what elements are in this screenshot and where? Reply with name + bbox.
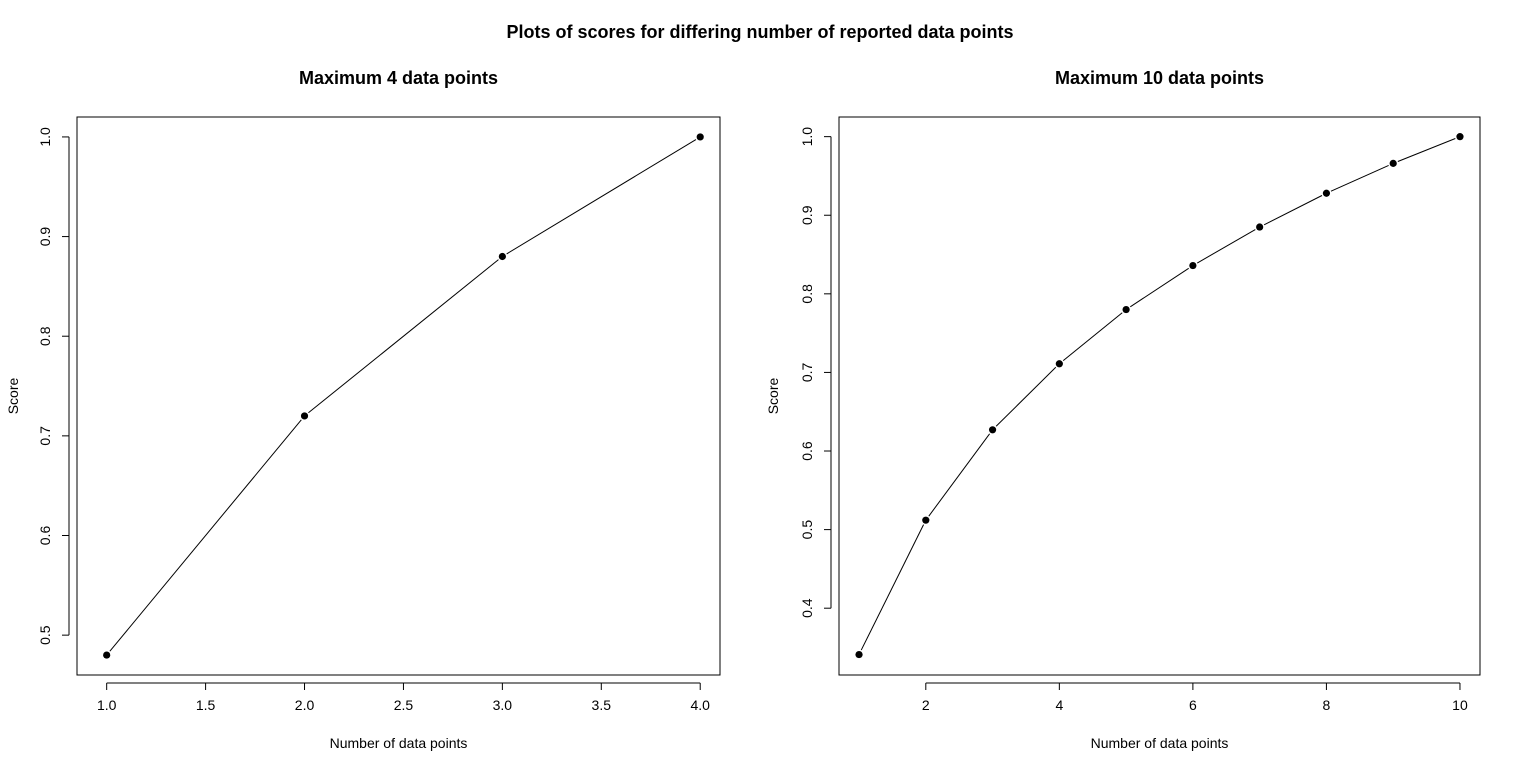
series-line-segment	[1330, 164, 1389, 192]
series-line-segment	[995, 366, 1057, 427]
series-line-segment	[506, 139, 697, 255]
series-line-segment	[1263, 195, 1323, 226]
series-line-segment	[308, 259, 499, 414]
panel-title: Maximum 10 data points	[1055, 68, 1264, 88]
chart-panel-max-4: Maximum 4 data points 1.0 1.5 2.0 2.5 3.0 3.5 4…	[5, 68, 721, 751]
plot-frame	[838, 116, 1481, 676]
y-tick-label: 0.8	[799, 284, 815, 304]
data-point	[1322, 189, 1331, 197]
data-point	[300, 412, 309, 420]
data-point	[1389, 159, 1397, 167]
x-tick-label: 4	[1055, 697, 1063, 713]
series-line-segment	[860, 524, 925, 651]
x-tick-label: 2	[922, 697, 930, 713]
data-point	[1189, 261, 1197, 270]
x-tick-label: 3.5	[592, 697, 612, 713]
x-tick-label: 4.0	[690, 697, 710, 713]
x-tick-label: 10	[1452, 697, 1468, 713]
data-point	[855, 650, 863, 659]
y-tick-label: 0.5	[37, 625, 53, 645]
series-line-segment	[1397, 138, 1456, 162]
y-tick-label: 0.6	[799, 441, 815, 461]
series-line-segment	[1062, 312, 1123, 362]
y-tick-label: 0.4	[799, 598, 815, 618]
data-point	[922, 516, 930, 524]
series-line-segment	[1196, 229, 1256, 264]
y-tick-label: 0.5	[799, 520, 815, 540]
x-tick-label: 3.0	[493, 697, 513, 713]
series-line-segment	[109, 419, 302, 652]
y-tick-label: 0.9	[799, 205, 815, 225]
x-tick-label: 1.0	[97, 697, 117, 713]
data-point	[1122, 305, 1130, 314]
y-axis-label: Score	[5, 378, 21, 415]
x-tick-label: 8	[1323, 697, 1331, 713]
y-tick-label: 1.0	[799, 127, 815, 147]
x-tick-label: 2.0	[295, 697, 315, 713]
data-point	[988, 426, 997, 434]
x-tick-label: 6	[1189, 697, 1197, 713]
x-axis-label: Number of data points	[1091, 735, 1229, 751]
plot-frame	[76, 116, 721, 676]
figure-title: Plots of scores for differing number of …	[506, 22, 1013, 42]
panel-title: Maximum 4 data points	[299, 68, 498, 88]
chart-panel-max-10: Maximum 10 data points 2 4 6 8 10 0.4 0.5 0.6 0.7…	[765, 68, 1481, 751]
y-tick-label: 1.0	[37, 127, 53, 147]
data-point	[1055, 360, 1063, 368]
y-tick-label: 0.6	[37, 526, 53, 546]
y-tick-label: 0.9	[37, 227, 53, 247]
x-axis-label: Number of data points	[330, 735, 468, 751]
x-tick-label: 1.5	[196, 697, 216, 713]
y-tick-label: 0.8	[37, 326, 53, 346]
data-point	[498, 252, 506, 261]
data-point	[103, 651, 111, 659]
series-line-segment	[928, 433, 991, 517]
data-point	[1456, 133, 1464, 141]
x-tick-label: 2.5	[394, 697, 414, 713]
y-tick-label: 0.7	[37, 426, 53, 446]
data-point	[696, 133, 704, 141]
series-line-segment	[1130, 267, 1189, 308]
y-axis-label: Score	[765, 378, 781, 415]
data-point	[1256, 223, 1264, 231]
y-tick-label: 0.7	[799, 362, 815, 382]
